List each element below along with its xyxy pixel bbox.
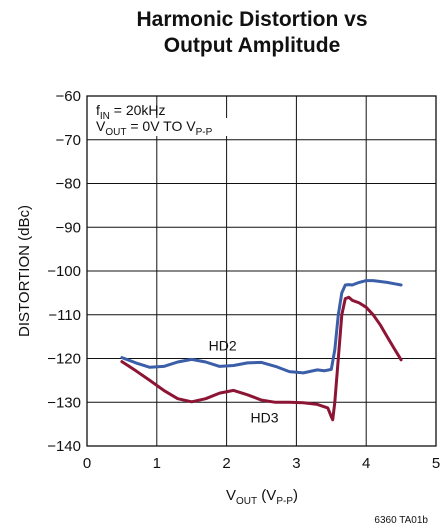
x-tick-labels: 0 1 2 3 4 5	[83, 455, 440, 472]
x-tick-label: 5	[432, 455, 440, 472]
y-tick-label: −100	[47, 263, 81, 280]
annotation-background	[94, 118, 260, 136]
chart-title-line2: Output Amplitude	[164, 34, 341, 57]
figure-id: 6360 TA01b	[374, 515, 428, 526]
y-tick-label: −130	[47, 394, 81, 411]
x-tick-label: 3	[292, 455, 300, 472]
chart-title-line1: Harmonic Distortion vs	[136, 8, 367, 31]
x-tick-label: 1	[153, 455, 161, 472]
y-tick-label: −90	[56, 219, 81, 236]
annotation-frequency: fIN = 20kHz	[96, 102, 166, 122]
y-tick-labels: −60 −70 −80 −90 −100 −110 −120 −130 −140	[47, 88, 81, 455]
y-tick-label: −140	[47, 438, 81, 455]
y-tick-label: −60	[56, 88, 81, 105]
series-group	[120, 279, 403, 422]
y-tick-label: −120	[47, 351, 81, 368]
x-tick-label: 2	[222, 455, 230, 472]
y-axis-label: DISTORTION (dBc)	[16, 205, 33, 337]
y-tick-label: −110	[48, 307, 81, 324]
series-line-hd2	[120, 279, 403, 375]
series-label-hd3: HD3	[250, 410, 278, 426]
series-label-hd2: HD2	[209, 337, 237, 353]
plot-grid	[87, 96, 436, 446]
y-tick-label: −80	[56, 176, 81, 193]
x-axis-label: VOUT (VP-P)	[226, 487, 298, 507]
y-tick-label: −70	[56, 132, 81, 149]
x-tick-label: 4	[362, 455, 370, 472]
plot-frame	[86, 95, 437, 447]
annotation-vout-range: VOUT = 0V TO VP-P	[96, 118, 213, 138]
x-tick-label: 0	[83, 455, 91, 472]
series-line-hd3	[120, 295, 403, 422]
